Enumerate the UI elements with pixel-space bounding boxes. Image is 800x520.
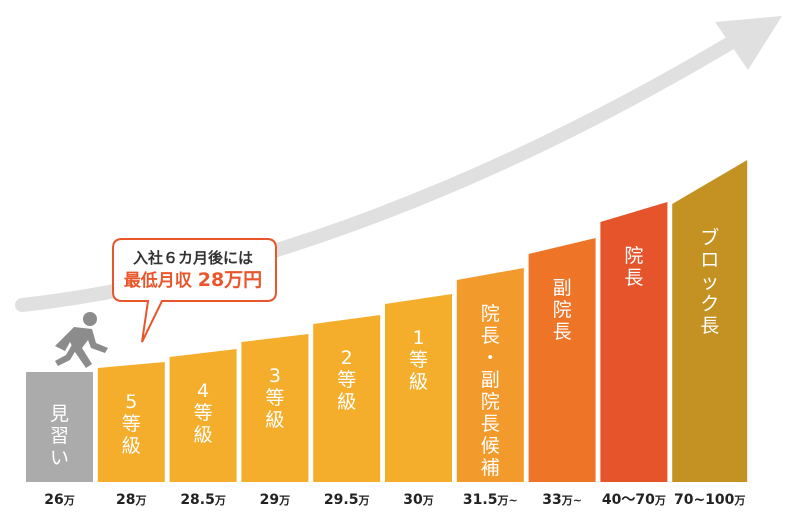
running-person-icon bbox=[55, 312, 108, 368]
salary-label-2: 28万 bbox=[116, 492, 146, 508]
salary-label-10: 70~100万 bbox=[674, 492, 745, 508]
callout-bubble bbox=[112, 238, 277, 343]
salary-label-7: 31.5万~ bbox=[463, 492, 518, 508]
salary-label-6: 30万 bbox=[403, 492, 433, 508]
bar-label-1: 見習い bbox=[50, 403, 69, 469]
bar-label-3: 4 等級 bbox=[194, 380, 213, 446]
salary-label-5: 29.5万 bbox=[324, 492, 370, 508]
salary-label-1: 26万 bbox=[44, 492, 74, 508]
callout-prefix: 最低月収 bbox=[123, 271, 192, 291]
salary-labels: 26万 28万 28.5万 29万 29.5万 30万 31.5万~ 33万~ 40～70万 70… bbox=[44, 492, 745, 508]
salary-label-9: 40～70万 bbox=[602, 492, 666, 508]
callout-line2: 最低月収 28万円 bbox=[118, 268, 268, 293]
salary-label-8: 33万~ bbox=[542, 492, 582, 508]
bar-label-7: 院長・副院長候補 bbox=[481, 303, 500, 479]
bar-7 bbox=[456, 268, 524, 482]
bar-label-10: ブロック長 bbox=[700, 226, 719, 337]
bar-label-8: 副院長 bbox=[553, 277, 572, 343]
callout-text: 入社６カ月後には 最低月収 28万円 bbox=[118, 248, 268, 293]
bar-label-4: 3 等級 bbox=[265, 365, 284, 431]
salary-label-4: 29万 bbox=[260, 492, 290, 508]
salary-label-3: 28.5万 bbox=[180, 492, 226, 508]
growth-arrow-head bbox=[715, 16, 782, 70]
bar-3 bbox=[169, 349, 237, 482]
grade-labels: 見習い 5 等級 4 等級 3 等級 2 等級 1 等級 院長・副院長候補 副院長 院長 ブロック長 bbox=[50, 226, 719, 479]
callout-line1: 入社６カ月後には bbox=[132, 249, 253, 267]
bar-6 bbox=[385, 294, 452, 482]
bar-5 bbox=[313, 315, 381, 482]
bar-4 bbox=[241, 334, 309, 482]
salary-bars bbox=[26, 160, 748, 482]
bar-label-6: 1 等級 bbox=[409, 327, 428, 393]
bar-9 bbox=[600, 202, 668, 482]
bar-label-2: 5 等級 bbox=[122, 391, 141, 457]
callout-amount: 28万円 bbox=[197, 269, 263, 291]
bar-label-9: 院長 bbox=[624, 245, 643, 289]
bar-1 bbox=[26, 372, 93, 482]
bar-8 bbox=[528, 238, 596, 482]
bar-label-5: 2 等級 bbox=[337, 347, 356, 413]
bar-10 bbox=[672, 160, 748, 482]
bar-2 bbox=[97, 362, 165, 482]
